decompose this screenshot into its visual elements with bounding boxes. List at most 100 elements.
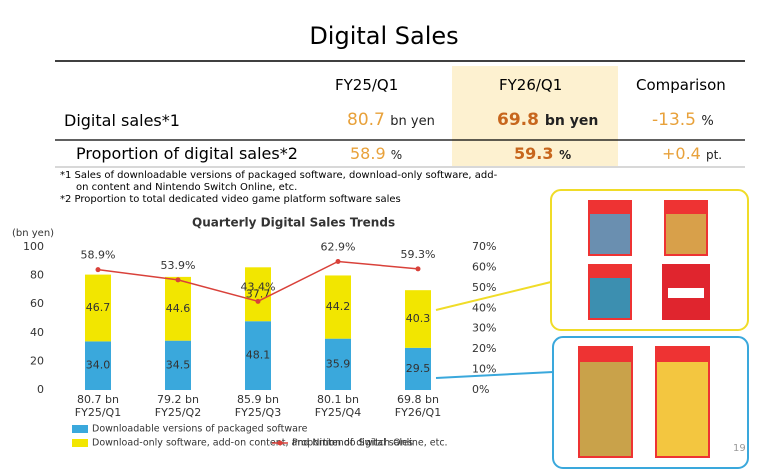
legend-swatch — [72, 439, 88, 447]
value-label: 34.5 — [166, 358, 191, 371]
total-label: 80.1 bn — [317, 393, 359, 406]
y-tick-label: 0 — [37, 383, 44, 396]
row-label: Proportion of digital sales*2 — [76, 144, 298, 163]
product-image — [590, 214, 630, 254]
value-label: 53.9% — [161, 259, 196, 272]
cell-value: +0.4 pt. — [662, 144, 722, 163]
x-tick-label: FY26/Q1 — [395, 406, 441, 419]
column-header: FY25/Q1 — [335, 76, 399, 94]
image-frame — [550, 189, 749, 331]
total-label: 69.8 bn — [397, 393, 439, 406]
y2-tick-label: 30% — [472, 322, 496, 335]
cell-value: 69.8 bn yen — [497, 110, 598, 130]
x-tick-label: FY25/Q2 — [155, 406, 201, 419]
x-tick-label: FY25/Q1 — [75, 406, 121, 419]
total-label: 79.2 bn — [157, 393, 199, 406]
connector — [435, 281, 552, 311]
value: 69.8 — [497, 110, 539, 130]
page-number: 19 — [733, 443, 746, 454]
product-image — [590, 278, 630, 318]
y-tick-label: 60 — [30, 297, 44, 310]
product-image — [668, 288, 704, 298]
y-tick-label: 40 — [30, 326, 44, 339]
bar-segment — [405, 347, 431, 390]
product-image — [657, 362, 708, 456]
bar-segment — [405, 290, 431, 348]
y2-tick-label: 50% — [472, 281, 496, 294]
y2-tick-label: 40% — [472, 301, 496, 314]
column-header: Comparison — [636, 76, 726, 94]
legend-label: Proportion of digital sales — [292, 438, 413, 449]
footnote: *2 Proportion to total dedicated video g… — [60, 194, 401, 205]
value: +0.4 — [662, 144, 701, 163]
footnote: *1 Sales of downloadable versions of pac… — [60, 170, 498, 193]
value: -13.5 — [652, 110, 696, 130]
x-tick-label: FY25/Q4 — [315, 406, 361, 419]
bar-segment — [325, 338, 351, 390]
y-tick-label: 20 — [30, 354, 44, 367]
line-point — [415, 266, 421, 272]
product-image — [666, 214, 706, 254]
unit: pt. — [705, 148, 723, 162]
bar-segment — [165, 276, 191, 341]
bar-segment — [245, 321, 271, 390]
value: 80.7 — [347, 110, 385, 130]
unit: bn yen — [544, 113, 599, 129]
y-tick-label: 100 — [23, 240, 44, 253]
product-image — [580, 362, 631, 456]
column-header: FY26/Q1 — [499, 76, 563, 94]
line-point — [335, 259, 341, 265]
value-label: 44.6 — [166, 302, 191, 315]
bar-segment — [85, 341, 111, 390]
unit: % — [390, 148, 403, 162]
cell-value: -13.5 % — [652, 110, 714, 130]
unit: % — [559, 148, 572, 162]
legend-label: Downloadable versions of packaged softwa… — [92, 424, 308, 435]
connector — [435, 371, 554, 379]
value: 59.3 — [514, 144, 554, 163]
legend-label: Download-only software, add-on content, … — [92, 438, 448, 449]
value-label: 59.3% — [401, 248, 436, 261]
value: 58.9 — [350, 144, 386, 163]
value-label: 62.9% — [321, 241, 356, 254]
total-label: 80.7 bn — [77, 393, 119, 406]
y-axis-label: (bn yen) — [12, 228, 54, 239]
value-label: 35.9 — [326, 357, 351, 370]
line-point — [175, 277, 181, 283]
legend-swatch — [72, 425, 88, 433]
value-label: 37.7 — [246, 287, 271, 300]
total-label: 85.9 bn — [237, 393, 279, 406]
bar-segment — [85, 274, 111, 342]
y2-tick-label: 70% — [472, 240, 496, 253]
legend-swatch — [277, 440, 283, 446]
value-label: 44.2 — [326, 300, 351, 313]
line-point — [95, 267, 101, 273]
cell-value: 59.3 % — [514, 144, 571, 163]
value-label: 29.5 — [406, 362, 431, 375]
y2-tick-label: 20% — [472, 342, 496, 355]
bar-segment — [245, 267, 271, 322]
unit: bn yen — [390, 114, 435, 129]
chart-title: Quarterly Digital Sales Trends — [192, 216, 395, 230]
highlight-column — [452, 66, 618, 166]
y2-tick-label: 10% — [472, 363, 496, 376]
bar-segment — [165, 340, 191, 390]
line-point — [255, 298, 261, 304]
x-tick-label: FY25/Q3 — [235, 406, 281, 419]
value-label: 46.7 — [86, 301, 111, 314]
y2-tick-label: 0% — [472, 383, 489, 396]
cell-value: 80.7 bn yen — [347, 110, 435, 130]
y2-tick-label: 60% — [472, 260, 496, 273]
y-tick-label: 80 — [30, 269, 44, 282]
value-label: 40.3 — [406, 312, 431, 325]
bar-segment — [325, 275, 351, 339]
value-label: 43.4% — [241, 280, 276, 293]
row-label: Digital sales*1 — [64, 111, 180, 130]
value-label: 58.9% — [81, 249, 116, 262]
value-label: 34.0 — [86, 359, 111, 372]
slide-title: Digital Sales — [309, 22, 459, 50]
cell-value: 58.9 % — [350, 144, 402, 163]
value-label: 48.1 — [246, 349, 271, 362]
